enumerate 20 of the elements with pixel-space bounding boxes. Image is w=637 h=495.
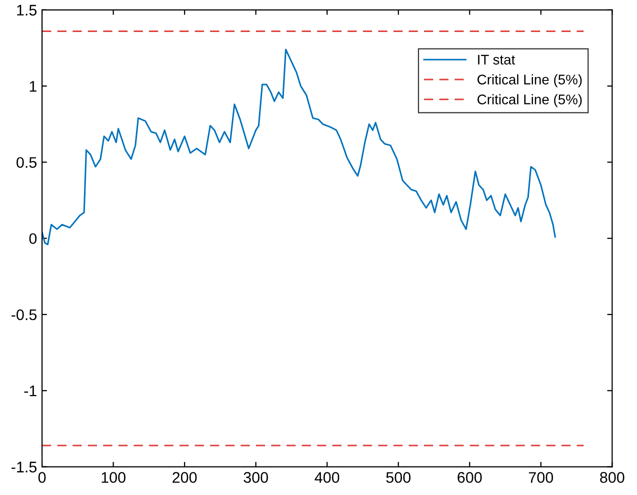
x-tick-label: 0 bbox=[38, 472, 46, 483]
x-tick-label: 700 bbox=[528, 472, 554, 483]
y-tick-label: 1.5 bbox=[17, 4, 37, 16]
x-tick-label: 400 bbox=[314, 472, 340, 483]
y-tick-label: 0.5 bbox=[16, 157, 37, 168]
x-tick-label: 300 bbox=[244, 472, 268, 483]
y-tick-label: -0.5 bbox=[12, 309, 37, 320]
legend-label: Critical Line (5%) bbox=[478, 74, 582, 88]
x-tick-label: 500 bbox=[386, 472, 411, 483]
x-tick-label: 200 bbox=[172, 472, 197, 483]
x-tick-label: 800 bbox=[600, 472, 624, 483]
legend-label: Critical Line (5%) bbox=[478, 94, 582, 108]
legend-label: IT stat bbox=[478, 54, 516, 65]
y-tick-label: 0 bbox=[29, 233, 37, 244]
y-tick-label: 1 bbox=[30, 81, 36, 92]
y-tick-label: -1 bbox=[24, 386, 36, 396]
x-tick-label: 600 bbox=[458, 472, 482, 483]
line-series bbox=[42, 48, 556, 246]
x-tick-label: 100 bbox=[102, 472, 126, 483]
y-tick-label: -1.5 bbox=[12, 462, 37, 472]
